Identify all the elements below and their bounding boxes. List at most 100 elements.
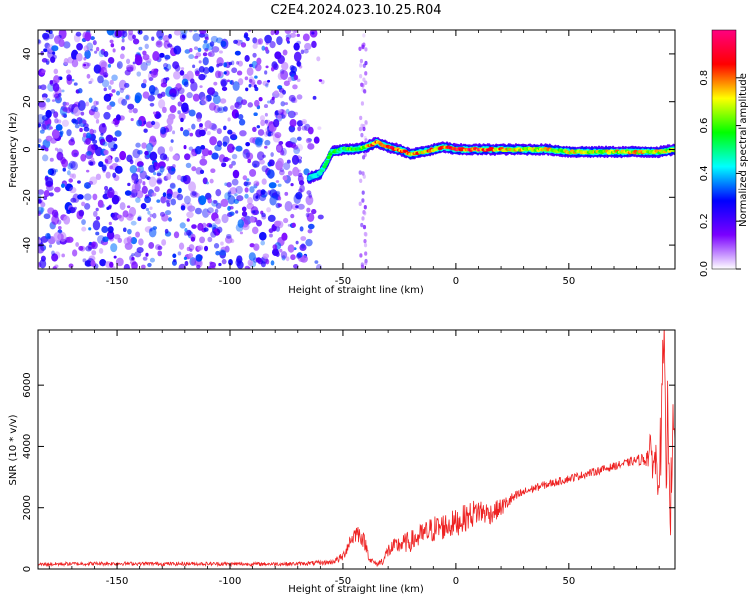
noise-speckle	[98, 248, 104, 254]
noise-speckle	[181, 34, 186, 39]
noise-speckle	[77, 194, 84, 200]
noise-speckle	[287, 223, 291, 227]
spectrogram-xtick-label: -50	[335, 276, 351, 287]
noise-speckle	[77, 180, 81, 184]
noise-speckle	[76, 42, 83, 51]
noise-speckle	[234, 50, 241, 56]
noise-speckle	[301, 118, 307, 125]
noise-speckle	[227, 191, 232, 197]
noise-speckle	[118, 215, 125, 222]
noise-speckle	[217, 106, 225, 114]
noise-speckle	[189, 132, 194, 137]
noise-speckle	[45, 176, 54, 187]
noise-speckle	[57, 225, 62, 230]
noise-speckle	[100, 132, 104, 136]
noise-speckle	[178, 113, 186, 121]
noise-speckle	[201, 96, 208, 105]
noise-speckle	[137, 30, 143, 35]
noise-speckle	[215, 189, 222, 197]
spectrogram-ytick-label: -40	[22, 237, 33, 253]
noise-speckle	[169, 88, 177, 96]
noise-speckle	[194, 146, 202, 155]
noise-speckle	[223, 106, 228, 112]
noise-speckle	[221, 86, 228, 92]
noise-speckle	[265, 65, 269, 69]
noise-speckle	[63, 57, 69, 65]
noise-speckle	[262, 253, 270, 259]
noise-speckle	[203, 74, 207, 78]
noise-speckle	[144, 196, 152, 204]
noise-speckle	[137, 216, 142, 222]
colorbar-tick-label: 0.4	[699, 165, 710, 181]
snr-xtick-label: -50	[335, 576, 351, 587]
noise-speckle	[95, 207, 99, 212]
noise-speckle	[220, 40, 227, 48]
stripe-speckle	[363, 242, 368, 248]
noise-speckle	[166, 202, 171, 207]
noise-speckle	[101, 123, 106, 128]
stripe-speckle	[362, 63, 366, 68]
noise-speckle	[192, 93, 200, 102]
noise-speckle	[69, 186, 77, 194]
noise-speckle	[208, 224, 213, 228]
noise-speckle	[41, 93, 48, 99]
noise-speckle	[95, 216, 101, 221]
noise-speckle	[221, 162, 227, 168]
noise-speckle	[95, 100, 100, 106]
noise-speckle	[141, 142, 147, 149]
noise-speckle	[192, 33, 201, 42]
noise-speckle	[254, 75, 258, 79]
noise-speckle	[234, 101, 242, 110]
noise-speckle	[145, 207, 150, 212]
noise-speckle	[294, 30, 298, 33]
noise-speckle	[218, 249, 227, 256]
stripe-speckle	[362, 89, 367, 94]
noise-speckle	[189, 48, 193, 53]
noise-speckle	[235, 185, 243, 194]
noise-speckle	[308, 194, 313, 199]
noise-speckle	[85, 137, 91, 145]
noise-speckle	[148, 242, 155, 249]
noise-speckle	[195, 112, 203, 120]
noise-speckle	[77, 88, 83, 94]
noise-speckle	[167, 115, 174, 123]
noise-speckle	[95, 173, 102, 181]
noise-speckle	[191, 123, 196, 130]
noise-speckle	[260, 240, 266, 246]
stripe-speckle	[363, 152, 367, 158]
noise-speckle	[276, 145, 282, 152]
noise-speckle	[272, 194, 279, 200]
noise-speckle	[228, 258, 233, 266]
noise-speckle	[244, 76, 249, 81]
noise-speckle	[88, 97, 93, 103]
noise-speckle	[247, 204, 251, 210]
noise-speckle	[152, 111, 156, 115]
noise-speckle	[302, 33, 310, 42]
noise-speckle	[38, 189, 45, 195]
noise-speckle	[183, 81, 189, 88]
noise-speckle	[68, 178, 73, 183]
noise-speckle	[156, 172, 162, 177]
noise-speckle	[199, 158, 208, 166]
spectrogram-ylabel: Frequency (Hz)	[8, 112, 19, 188]
noise-speckle	[93, 106, 99, 112]
noise-speckle	[45, 135, 53, 142]
noise-speckle	[254, 63, 262, 72]
noise-speckle	[185, 162, 192, 169]
noise-speckle	[232, 146, 236, 150]
noise-speckle	[57, 119, 62, 124]
noise-speckle	[227, 157, 231, 161]
noise-speckle	[201, 208, 210, 218]
spectrogram-xtick-label: -100	[219, 276, 242, 287]
noise-speckle	[203, 227, 209, 232]
noise-speckle	[128, 30, 133, 36]
noise-speckle	[157, 146, 166, 156]
noise-speckle	[160, 195, 167, 204]
noise-speckle	[38, 138, 42, 143]
noise-speckle	[211, 152, 219, 160]
noise-speckle	[256, 219, 263, 227]
snr-xtick-label: -100	[219, 576, 242, 587]
noise-speckle	[215, 70, 221, 79]
noise-speckle	[264, 34, 272, 44]
noise-speckle	[230, 238, 235, 244]
